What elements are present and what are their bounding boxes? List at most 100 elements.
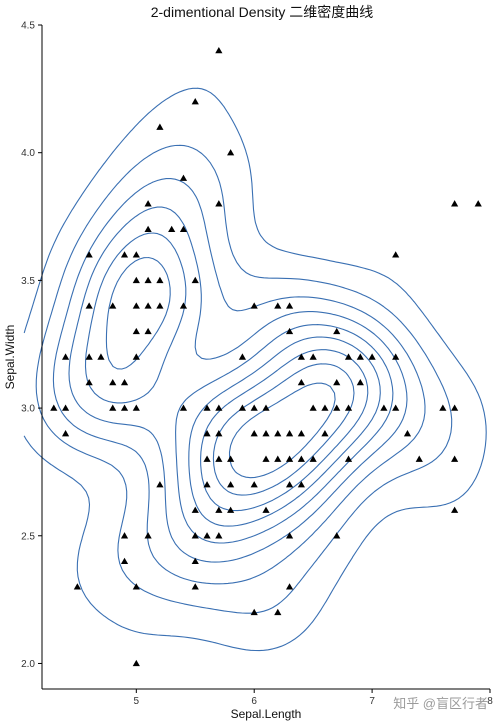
data-point [203, 481, 211, 488]
data-point [215, 200, 223, 207]
data-point [356, 353, 364, 360]
data-point [179, 225, 188, 233]
density-contour-line [84, 232, 394, 544]
data-point [250, 302, 258, 309]
data-point [356, 378, 364, 386]
data-point [344, 353, 353, 360]
data-point [439, 404, 447, 411]
data-point [321, 404, 329, 411]
data-point [109, 378, 117, 386]
data-point [85, 251, 93, 258]
data-point [451, 404, 459, 411]
data-point [85, 353, 93, 360]
data-point [285, 481, 294, 488]
data-point [203, 430, 211, 437]
data-point [191, 506, 199, 513]
data-point [333, 532, 341, 539]
data-point [262, 430, 270, 437]
data-point [309, 353, 317, 360]
data-point [132, 353, 140, 360]
data-point [297, 378, 305, 386]
data-point [474, 200, 482, 207]
x-tick-label: 6 [251, 696, 257, 707]
watermark: 知乎 @盲区行者 [393, 696, 488, 711]
y-tick-label: 2.5 [21, 531, 35, 542]
data-point [191, 276, 199, 284]
data-point [285, 430, 294, 437]
data-point [120, 378, 129, 386]
data-point [156, 123, 164, 130]
density-contour-line [68, 206, 408, 563]
data-point [215, 430, 223, 437]
data-point [250, 430, 258, 437]
data-point [61, 353, 70, 360]
data-point [227, 149, 235, 156]
data-point [61, 404, 70, 411]
data-point [179, 404, 188, 411]
data-point [297, 353, 305, 360]
y-tick-label: 3.5 [21, 276, 35, 287]
data-point [132, 276, 140, 284]
data-point [392, 251, 400, 258]
x-tick-label: 5 [134, 696, 140, 707]
data-point [274, 302, 282, 309]
data-point [120, 404, 129, 411]
y-axis-label: Sepal.Width [3, 325, 17, 390]
data-point [227, 506, 235, 513]
data-point [73, 583, 81, 590]
data-point [144, 225, 152, 233]
data-point [132, 659, 140, 667]
data-point [285, 327, 294, 335]
data-point [392, 404, 400, 411]
data-point [321, 430, 329, 437]
data-point [285, 583, 294, 590]
data-point [451, 200, 459, 207]
y-tick-label: 2.0 [21, 659, 35, 670]
data-point [97, 353, 105, 360]
data-point [285, 532, 294, 539]
x-axis-label: Sepal.Length [231, 707, 302, 721]
data-point [191, 532, 199, 539]
data-point [120, 251, 129, 258]
data-points [50, 46, 482, 667]
data-point [227, 481, 235, 488]
data-point [215, 455, 223, 462]
data-point [262, 506, 270, 513]
data-point [403, 430, 412, 437]
data-point [333, 378, 341, 386]
data-point [297, 481, 305, 488]
data-point [203, 532, 211, 539]
data-point [191, 98, 199, 105]
chart-title: 2-dimentional Density 二维密度曲线 [151, 4, 374, 20]
data-point [179, 302, 188, 309]
data-point [156, 276, 164, 284]
data-point [132, 404, 140, 411]
data-point [392, 353, 400, 360]
data-point [285, 455, 294, 462]
data-point [85, 302, 93, 309]
data-point [285, 302, 294, 309]
data-point [191, 583, 199, 590]
data-point [297, 455, 305, 462]
data-point [144, 200, 152, 207]
data-point [368, 353, 376, 360]
data-point [144, 276, 152, 284]
data-point [451, 455, 459, 462]
data-point [120, 532, 129, 539]
data-point [156, 481, 164, 488]
data-point [132, 583, 140, 590]
density-contour-line [23, 87, 487, 652]
density-contour-line [35, 144, 453, 614]
y-axis-ticks: 2.0 2.5 3.0 3.5 4.0 4.5 [21, 21, 42, 670]
data-point [61, 430, 70, 437]
data-point [156, 302, 164, 309]
x-tick-label: 7 [369, 696, 375, 707]
data-point [333, 327, 341, 335]
data-point [274, 455, 282, 462]
data-point [250, 608, 258, 616]
data-point [203, 404, 211, 411]
data-point [144, 302, 152, 309]
data-point [120, 557, 129, 565]
data-point [227, 455, 235, 462]
data-point [262, 455, 270, 462]
